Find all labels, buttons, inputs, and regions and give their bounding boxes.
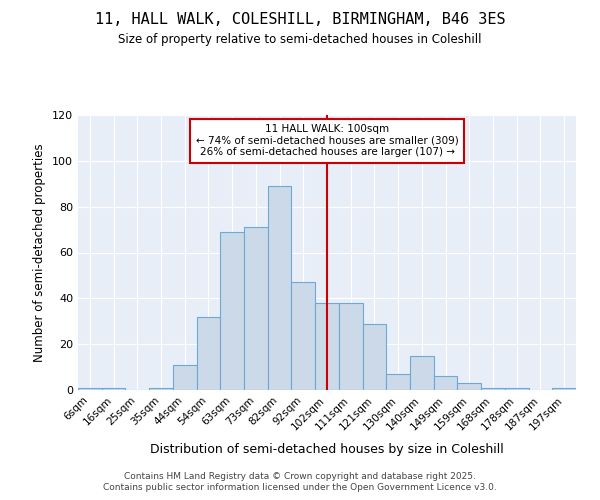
Bar bbox=[244, 228, 268, 390]
X-axis label: Distribution of semi-detached houses by size in Coleshill: Distribution of semi-detached houses by … bbox=[150, 443, 504, 456]
Text: Contains HM Land Registry data © Crown copyright and database right 2025.: Contains HM Land Registry data © Crown c… bbox=[124, 472, 476, 481]
Bar bbox=[386, 374, 410, 390]
Bar bbox=[339, 303, 362, 390]
Bar bbox=[362, 324, 386, 390]
Bar bbox=[434, 376, 457, 390]
Bar bbox=[315, 303, 339, 390]
Y-axis label: Number of semi-detached properties: Number of semi-detached properties bbox=[34, 143, 46, 362]
Bar bbox=[505, 388, 529, 390]
Text: Size of property relative to semi-detached houses in Coleshill: Size of property relative to semi-detach… bbox=[118, 32, 482, 46]
Bar bbox=[78, 388, 102, 390]
Bar bbox=[149, 388, 173, 390]
Bar bbox=[173, 365, 197, 390]
Bar bbox=[481, 388, 505, 390]
Bar bbox=[292, 282, 315, 390]
Bar bbox=[220, 232, 244, 390]
Bar bbox=[552, 388, 576, 390]
Text: Contains public sector information licensed under the Open Government Licence v3: Contains public sector information licen… bbox=[103, 484, 497, 492]
Bar bbox=[457, 383, 481, 390]
Text: 11, HALL WALK, COLESHILL, BIRMINGHAM, B46 3ES: 11, HALL WALK, COLESHILL, BIRMINGHAM, B4… bbox=[95, 12, 505, 28]
Text: 11 HALL WALK: 100sqm
← 74% of semi-detached houses are smaller (309)
26% of semi: 11 HALL WALK: 100sqm ← 74% of semi-detac… bbox=[196, 124, 458, 158]
Bar bbox=[197, 316, 220, 390]
Bar bbox=[410, 356, 434, 390]
Bar bbox=[268, 186, 292, 390]
Bar bbox=[102, 388, 125, 390]
